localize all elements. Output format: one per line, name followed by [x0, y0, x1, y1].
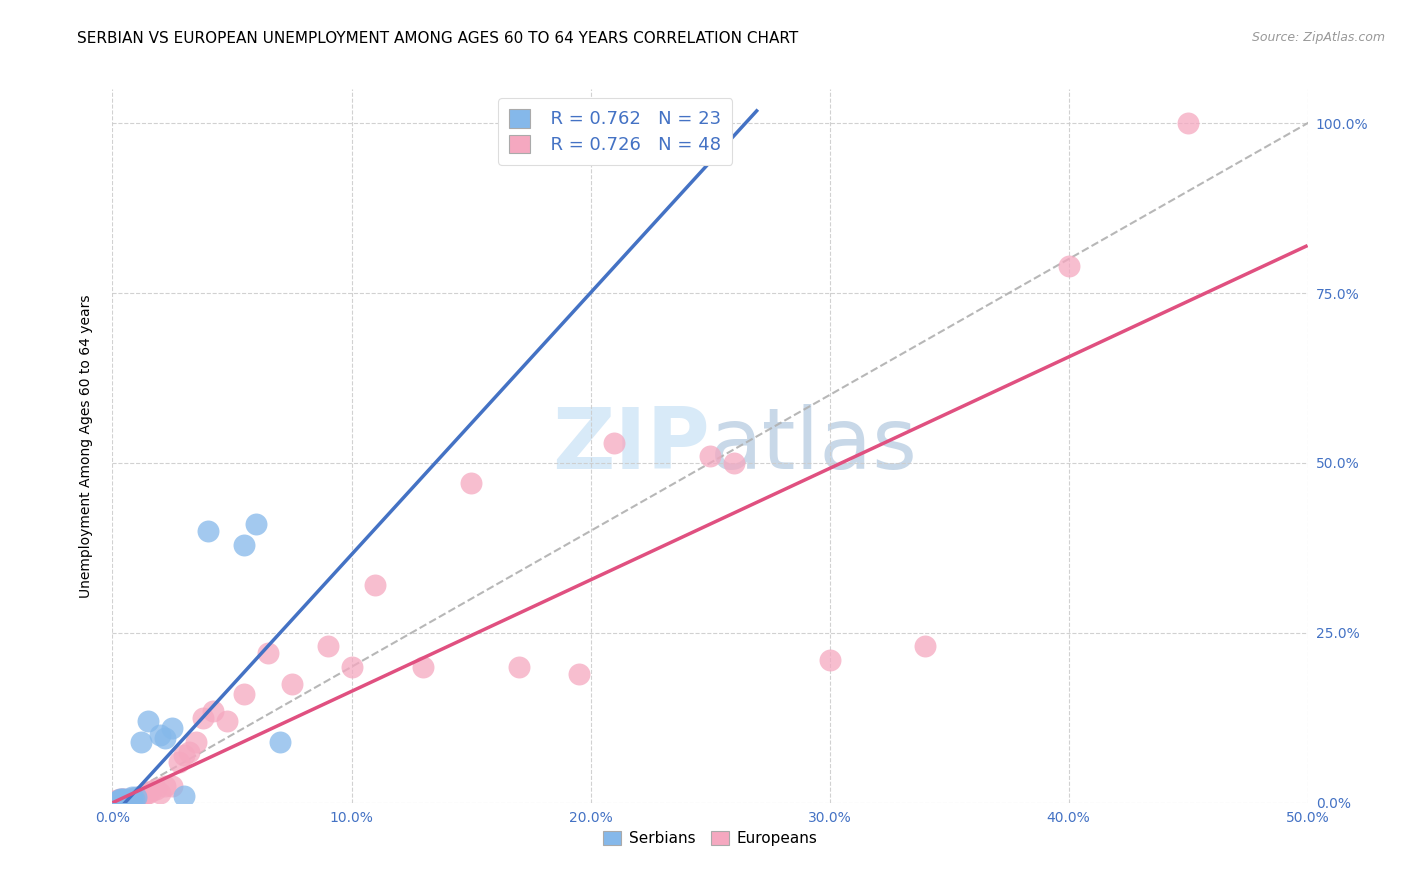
Point — [233, 537, 256, 551]
Point — [412, 660, 434, 674]
Point — [122, 791, 145, 805]
Point — [723, 456, 745, 470]
Point — [186, 734, 208, 748]
Point — [108, 792, 131, 806]
Point — [914, 640, 936, 654]
Point — [114, 792, 135, 806]
Y-axis label: Unemployment Among Ages 60 to 64 years: Unemployment Among Ages 60 to 64 years — [79, 294, 93, 598]
Point — [568, 666, 591, 681]
Point — [340, 660, 363, 674]
Point — [129, 734, 152, 748]
Point — [233, 687, 256, 701]
Point — [121, 790, 143, 805]
Point — [162, 721, 183, 735]
Point — [111, 794, 134, 808]
Point — [115, 793, 138, 807]
Point — [105, 793, 128, 807]
Point — [1057, 259, 1080, 273]
Point — [149, 786, 172, 800]
Point — [201, 704, 224, 718]
Point — [197, 524, 219, 538]
Point — [105, 794, 128, 808]
Text: Source: ZipAtlas.com: Source: ZipAtlas.com — [1251, 31, 1385, 45]
Point — [121, 792, 143, 806]
Point — [118, 791, 141, 805]
Point — [128, 790, 150, 805]
Point — [105, 794, 128, 808]
Point — [245, 517, 267, 532]
Point — [508, 660, 530, 674]
Point — [118, 792, 141, 806]
Point — [121, 793, 143, 807]
Point — [138, 714, 160, 729]
Point — [173, 748, 195, 763]
Point — [281, 677, 304, 691]
Point — [145, 782, 167, 797]
Legend: Serbians, Europeans: Serbians, Europeans — [596, 825, 824, 852]
Point — [111, 794, 134, 808]
Point — [104, 794, 127, 808]
Point — [364, 578, 387, 592]
Point — [138, 786, 160, 800]
Point — [125, 790, 148, 805]
Point — [108, 792, 131, 806]
Point — [153, 731, 176, 746]
Point — [269, 734, 291, 748]
Point — [460, 476, 482, 491]
Point — [114, 793, 135, 807]
Point — [115, 794, 138, 808]
Point — [1177, 116, 1199, 130]
Point — [177, 745, 200, 759]
Point — [129, 789, 152, 803]
Point — [193, 711, 215, 725]
Point — [111, 792, 134, 806]
Point — [122, 792, 145, 806]
Point — [257, 646, 280, 660]
Point — [132, 788, 155, 802]
Point — [114, 791, 135, 805]
Point — [108, 793, 131, 807]
Text: atlas: atlas — [710, 404, 918, 488]
Point — [118, 792, 141, 806]
Point — [153, 779, 176, 793]
Point — [139, 783, 162, 797]
Point — [111, 792, 134, 806]
Point — [818, 653, 841, 667]
Point — [603, 435, 626, 450]
Point — [125, 791, 148, 805]
Point — [316, 640, 339, 654]
Point — [173, 789, 195, 803]
Point — [114, 793, 135, 807]
Point — [169, 755, 191, 769]
Point — [699, 449, 721, 463]
Point — [217, 714, 239, 729]
Text: ZIP: ZIP — [553, 404, 710, 488]
Point — [162, 779, 183, 793]
Point — [149, 728, 172, 742]
Point — [108, 793, 131, 807]
Text: SERBIAN VS EUROPEAN UNEMPLOYMENT AMONG AGES 60 TO 64 YEARS CORRELATION CHART: SERBIAN VS EUROPEAN UNEMPLOYMENT AMONG A… — [77, 31, 799, 46]
